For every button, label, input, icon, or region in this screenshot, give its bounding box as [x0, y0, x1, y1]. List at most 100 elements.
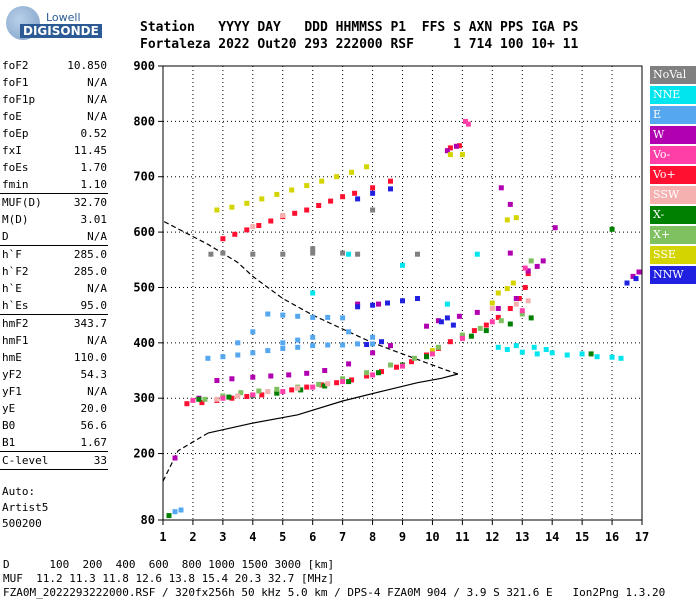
echo-point	[364, 342, 370, 347]
echo-point	[346, 361, 352, 367]
param-row: yE 20.0	[0, 400, 108, 417]
echo-point	[594, 354, 600, 360]
footer-distance-row: D 100 200 400 600 800 1000 1500 3000 [km…	[3, 558, 335, 571]
echo-point	[636, 269, 642, 275]
param-value: 56.6	[80, 419, 108, 432]
echo-point	[289, 387, 295, 393]
param-value: N/A	[87, 230, 107, 243]
echo-point	[519, 349, 525, 355]
echo-point	[444, 148, 450, 154]
echo-point	[310, 250, 316, 256]
echo-point	[244, 200, 250, 206]
param-row: foF1p N/A	[0, 91, 108, 108]
echo-point	[513, 296, 519, 301]
echo-point	[235, 340, 241, 346]
digisonde-logo: Lowell DIGISONDE	[6, 6, 102, 42]
x-tick-label: 3	[219, 530, 226, 544]
profile-upper-dashed	[162, 220, 459, 375]
echo-point	[316, 203, 322, 208]
param-name: B0	[2, 419, 16, 432]
header-labels: Station YYYY DAY DDD HHMMSS P1 FFS S AXN…	[140, 20, 579, 35]
legend-item: SSE	[650, 246, 696, 264]
echo-point	[370, 341, 376, 347]
echo-point	[250, 350, 256, 356]
param-row: foEp 0.52	[0, 125, 108, 142]
echo-point	[349, 377, 355, 383]
echo-point	[370, 207, 376, 213]
echo-point	[498, 318, 504, 324]
plot-grid	[163, 66, 642, 520]
echo-point	[340, 250, 346, 256]
param-value: 343.7	[73, 317, 107, 330]
echo-point	[316, 381, 322, 387]
echo-point	[310, 384, 316, 390]
echo-point	[178, 507, 184, 513]
echo-point	[609, 354, 615, 360]
echo-point	[202, 396, 208, 402]
echo-point	[525, 268, 531, 274]
echo-point	[495, 290, 501, 296]
echo-point	[618, 355, 624, 361]
param-value: 1.67	[80, 436, 108, 449]
param-value: 32.70	[73, 196, 107, 209]
echo-point	[235, 352, 241, 358]
echo-point	[495, 344, 501, 350]
echo-point	[477, 325, 483, 331]
echo-point	[166, 513, 172, 519]
auto-label: Auto:	[2, 485, 36, 498]
x-tick-label: 11	[455, 530, 469, 544]
param-row: foEs 1.70	[0, 159, 108, 176]
echo-point	[534, 263, 540, 269]
echo-point	[220, 354, 226, 360]
x-tick-label: 5	[279, 530, 286, 544]
param-name: h`E	[2, 282, 22, 295]
param-row: yF1 N/A	[0, 383, 108, 400]
echo-point	[549, 350, 555, 356]
echo-point	[274, 386, 280, 392]
echo-point	[370, 372, 376, 378]
echo-point	[334, 380, 340, 386]
param-value: N/A	[87, 334, 107, 347]
param-name: yE	[2, 402, 16, 415]
echo-point	[310, 334, 316, 340]
echo-point	[355, 251, 361, 257]
param-name: B1	[2, 436, 16, 449]
legend-item: NoVal	[650, 66, 696, 84]
echo-point	[483, 328, 489, 334]
y-tick-label: 500	[133, 280, 155, 294]
y-tick-label: 900	[133, 59, 155, 73]
echo-point	[184, 401, 190, 407]
echo-point	[346, 251, 352, 257]
profile-curve	[162, 220, 459, 482]
param-name: yF2	[2, 368, 22, 381]
y-tick-label: 300	[133, 391, 155, 405]
param-value: 0.52	[80, 127, 108, 140]
echo-point	[232, 231, 238, 237]
direction-legend: NoVal NNE E W Vo- Vo+ SSW X- X+ SSE NNW	[650, 66, 696, 286]
echo-point	[274, 191, 280, 197]
x-tick-label: 16	[605, 530, 619, 544]
param-value: 54.3	[80, 368, 108, 381]
param-value: N/A	[87, 110, 107, 123]
param-row: yF2 54.3	[0, 366, 108, 383]
param-name: h`F2	[2, 265, 29, 278]
param-value: 10.850	[67, 59, 107, 72]
echo-point	[510, 280, 516, 286]
legend-item: Vo-	[650, 146, 696, 164]
echo-point	[388, 178, 393, 184]
echo-point	[229, 395, 235, 401]
echo-point	[319, 382, 325, 388]
echo-point	[190, 397, 196, 403]
echo-point	[304, 384, 310, 390]
param-value: 1.10	[80, 178, 108, 191]
y-tick-label: 200	[133, 447, 155, 461]
echo-point	[370, 185, 376, 191]
echo-point	[328, 198, 334, 204]
echo-point	[409, 359, 414, 365]
param-value: N/A	[87, 282, 107, 295]
echo-point	[355, 196, 361, 202]
echo-point	[525, 271, 531, 277]
echo-point	[633, 276, 639, 282]
echo-point	[250, 251, 256, 257]
param-row: hmF1 N/A	[0, 332, 108, 349]
